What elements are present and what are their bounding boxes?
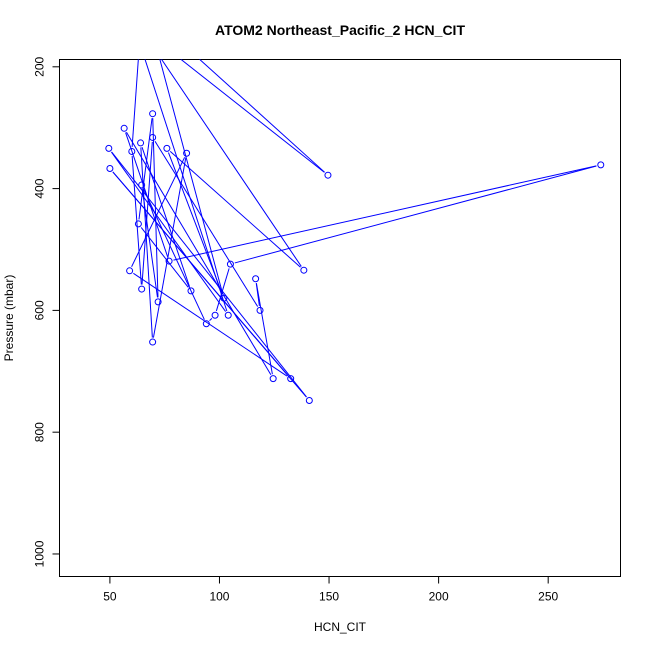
series-line-segment — [140, 227, 189, 288]
series-line-segment — [199, 59, 325, 173]
plot-frame — [59, 59, 621, 577]
data-point — [149, 110, 157, 118]
y-axis: 200 400 600 800 1000 — [33, 56, 60, 567]
plot-area — [105, 9, 605, 405]
series-line-segment — [159, 59, 224, 294]
series-line-segment — [112, 171, 289, 376]
series-line-segment — [131, 59, 139, 147]
y-axis-label: Pressure (mbar) — [2, 275, 16, 362]
series-line-segment — [144, 59, 228, 312]
y-tick-label: 400 — [33, 178, 47, 198]
data-point — [287, 375, 295, 383]
y-tick-label: 200 — [33, 56, 47, 76]
data-point — [120, 124, 128, 132]
series-line-segment — [209, 318, 213, 322]
data-point — [105, 144, 113, 152]
data-point — [137, 139, 145, 147]
series-line-segment — [152, 157, 187, 338]
data-point — [305, 397, 313, 405]
data-point — [256, 306, 264, 314]
y-tick-label: 1000 — [33, 540, 47, 567]
series-line-segment — [169, 151, 301, 268]
data-point — [138, 285, 146, 293]
data-point — [187, 287, 195, 295]
data-point — [128, 147, 136, 155]
data-point — [154, 298, 162, 306]
y-tick-label: 800 — [33, 422, 47, 442]
x-tick-label: 50 — [103, 590, 117, 604]
series-line-segment — [152, 118, 159, 298]
series-line-segment — [180, 59, 325, 173]
series-line-segment — [111, 151, 227, 312]
data-point — [324, 171, 332, 179]
x-tick-label: 200 — [429, 590, 449, 604]
data-point — [597, 161, 605, 169]
series-line-segment — [126, 131, 272, 375]
data-point — [220, 294, 228, 302]
series-line-segment — [143, 188, 205, 320]
series-line-segment — [161, 59, 302, 267]
series-line-segment — [234, 165, 597, 264]
data-point — [300, 266, 308, 274]
data-point — [224, 311, 232, 319]
series-line-segment — [255, 283, 273, 375]
series-line-segment — [140, 147, 153, 338]
data-point — [144, 9, 150, 15]
chart-title: ATOM2 Northeast_Pacific_2 HCN_CIT — [215, 22, 465, 38]
series-line-segment — [138, 118, 153, 220]
x-tick-label: 150 — [319, 590, 339, 604]
data-point — [138, 181, 146, 189]
data-point — [149, 338, 157, 346]
data-point — [226, 260, 234, 268]
data-point — [126, 267, 134, 275]
data-point — [211, 311, 219, 319]
x-axis: 50 100 150 200 250 — [103, 576, 559, 604]
data-point — [106, 165, 114, 173]
series-line-segment — [255, 283, 260, 306]
data-point — [183, 149, 191, 157]
series-line-segment — [141, 147, 191, 287]
data-point — [163, 144, 171, 152]
series-line-segment — [125, 132, 169, 257]
data-point — [202, 320, 210, 328]
data-point — [165, 257, 173, 265]
series-line-segment — [141, 189, 158, 298]
series-line-segment — [141, 141, 153, 285]
series-line-segment — [154, 141, 259, 307]
data-point — [139, 9, 145, 15]
data-point — [149, 133, 157, 141]
series-line-segment — [173, 165, 597, 261]
x-tick-label: 250 — [538, 590, 558, 604]
data-point — [127, 9, 133, 15]
series-line-segment — [215, 268, 230, 312]
x-tick-label: 100 — [209, 590, 229, 604]
data-point — [252, 275, 260, 283]
data-point — [134, 220, 142, 228]
data-point — [118, 9, 124, 15]
y-tick-label: 600 — [33, 300, 47, 320]
series-line-segment — [131, 155, 142, 285]
x-axis-label: HCN_CIT — [314, 620, 367, 634]
data-point — [269, 375, 277, 383]
